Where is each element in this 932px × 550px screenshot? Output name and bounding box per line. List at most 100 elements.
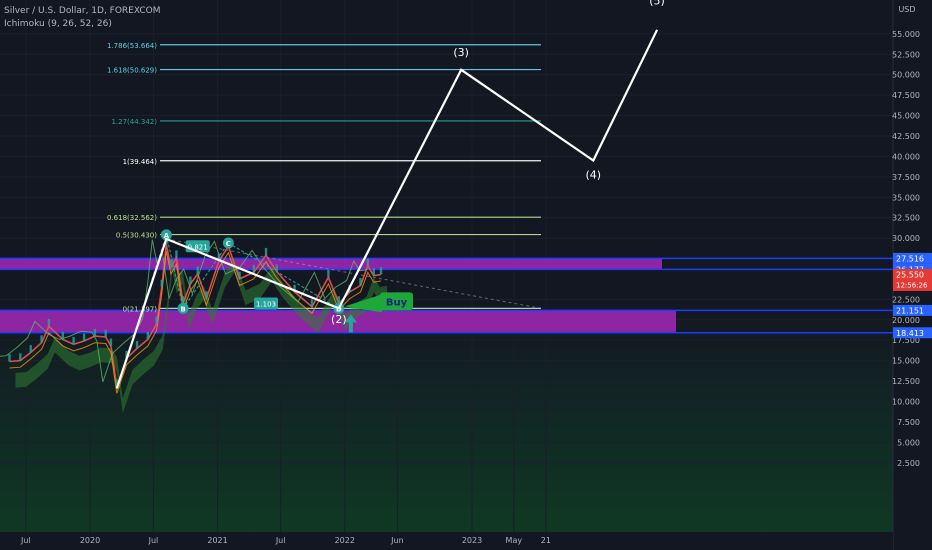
wave-label: (4) bbox=[585, 168, 601, 181]
price-candle bbox=[196, 266, 199, 275]
time-tick-label: 21 bbox=[541, 536, 551, 545]
price-candle bbox=[293, 284, 296, 293]
fib-level-label: 1.618(50.629) bbox=[107, 67, 157, 75]
time-tick-label: 2022 bbox=[335, 536, 355, 545]
price-tag-21-151 bbox=[893, 304, 932, 316]
price-tag-countdown: 12:56:26 bbox=[896, 281, 928, 289]
fib-level-label: 0.5(30.430) bbox=[116, 232, 157, 240]
pattern-point-c bbox=[222, 237, 234, 249]
zone-lower-demand bbox=[0, 310, 676, 333]
price-candle bbox=[146, 332, 150, 340]
price-candle bbox=[61, 332, 65, 340]
pattern-point-a bbox=[160, 229, 172, 241]
time-tick-label: Jun bbox=[390, 536, 404, 545]
price-tick-label: 47.500 bbox=[892, 91, 920, 100]
fib-level-label: 1.786(53.664) bbox=[107, 42, 157, 50]
price-tick-label: 7.500 bbox=[897, 418, 920, 427]
price-candle bbox=[205, 291, 208, 299]
time-axis: Jul 2020 Jul 2021 Jul 2022 Jun 2023 May 21 bbox=[20, 536, 551, 545]
price-tick-label: 45.000 bbox=[892, 112, 920, 121]
price-tag-label: 18.413 bbox=[896, 329, 924, 338]
price-candle bbox=[109, 338, 113, 346]
price-tag-18-413 bbox=[893, 327, 932, 339]
price-tick-label: 20.000 bbox=[892, 316, 920, 325]
time-tick-label: May bbox=[506, 536, 523, 545]
wave-label: (2) bbox=[331, 313, 347, 326]
price-tick-label: 55.000 bbox=[892, 30, 920, 39]
price-candle bbox=[29, 345, 32, 353]
price-candle bbox=[40, 335, 43, 343]
symbol-title: Silver / U.S. Dollar, 1D, FOREXCOM bbox=[4, 6, 161, 16]
buy-arrow-icon bbox=[344, 314, 357, 333]
wave-label: (5) bbox=[649, 0, 665, 7]
price-tick-label: 37.500 bbox=[892, 173, 920, 182]
price-candle bbox=[169, 260, 173, 268]
zones bbox=[0, 257, 893, 334]
price-candle bbox=[275, 264, 279, 272]
fib-level-label: 0(21.397) bbox=[123, 305, 158, 313]
pattern-point-label: B bbox=[180, 305, 185, 313]
indicator-title[interactable]: Ichimoku (9, 26, 52, 26) bbox=[4, 19, 112, 29]
price-candle bbox=[252, 265, 256, 273]
price-tick-label: 30.000 bbox=[892, 234, 920, 243]
buy-box[interactable] bbox=[380, 292, 413, 311]
price-candle bbox=[327, 269, 330, 278]
price-tick-label: 17.500 bbox=[892, 336, 920, 345]
price-candle bbox=[160, 279, 163, 288]
price-candle bbox=[337, 296, 341, 304]
price-candle bbox=[372, 268, 375, 276]
price-tick-label: 35.000 bbox=[892, 193, 920, 202]
price-candle bbox=[359, 278, 362, 286]
price-tick-label: 10.000 bbox=[892, 398, 920, 407]
price-candle bbox=[135, 341, 139, 349]
price-candle bbox=[264, 247, 268, 256]
buy-annotation: Buy bbox=[344, 292, 413, 333]
price-candle bbox=[8, 354, 11, 362]
price-tick-label: 5.000 bbox=[897, 438, 920, 447]
price-candle bbox=[379, 267, 383, 275]
price-tag-label: 25.550 bbox=[896, 270, 924, 279]
price-candle bbox=[115, 379, 119, 387]
pattern-point-label: A bbox=[164, 232, 170, 240]
chart-background bbox=[0, 0, 893, 550]
time-axis-panel[interactable] bbox=[0, 532, 893, 550]
time-tick-label: 2023 bbox=[462, 536, 482, 545]
pattern-point-label: C bbox=[226, 240, 231, 248]
fib-level-label: 0.618(32.562) bbox=[107, 214, 157, 222]
buy-pointer bbox=[344, 294, 382, 313]
price-tick-label: 42.500 bbox=[892, 132, 920, 141]
price-candle bbox=[238, 271, 241, 279]
fib-level-label: 1(39.464) bbox=[123, 158, 158, 166]
fibonacci-levels: 1.786(53.664) 1.618(50.629) 1.27(44.342) 1(… bbox=[107, 42, 542, 389]
price-tick-label: 22.500 bbox=[892, 295, 920, 304]
price-tick-label: 15.000 bbox=[892, 357, 920, 366]
price-axis: 55.000 52.500 50.000 47.500 45.000 42.500 40.0… bbox=[892, 5, 932, 468]
price-tag-label: 27.516 bbox=[896, 254, 924, 263]
price-candle bbox=[47, 318, 51, 327]
price-candle bbox=[175, 250, 178, 258]
pattern-ratio-label: 0.821 bbox=[188, 243, 208, 251]
price-tick-label: 2.500 bbox=[897, 459, 920, 468]
price-tick-label: 52.500 bbox=[892, 50, 920, 59]
zone-upper-supply bbox=[0, 258, 662, 270]
price-axis-unit: USD bbox=[898, 5, 915, 14]
price-candle bbox=[104, 329, 107, 337]
price-candle bbox=[181, 296, 185, 304]
price-tag-label: 21.151 bbox=[896, 306, 924, 315]
pattern-ratio-label: 1.103 bbox=[256, 300, 276, 308]
pattern-point-b bbox=[177, 302, 189, 314]
price-series bbox=[0, 237, 383, 394]
price-tick-label: 32.500 bbox=[892, 214, 920, 223]
time-tick-label: 2021 bbox=[207, 536, 227, 545]
price-tag-25-550 bbox=[893, 268, 932, 291]
price-candle bbox=[93, 328, 97, 337]
wave-path bbox=[115, 29, 659, 389]
price-tick-label: 50.000 bbox=[892, 71, 920, 80]
price-candle bbox=[72, 336, 75, 345]
time-tick-label: Jul bbox=[148, 536, 159, 545]
price-candle bbox=[366, 258, 369, 266]
price-tick-label: 12.500 bbox=[892, 377, 920, 386]
price-candle bbox=[125, 350, 128, 359]
buy-label: Buy bbox=[386, 297, 408, 308]
